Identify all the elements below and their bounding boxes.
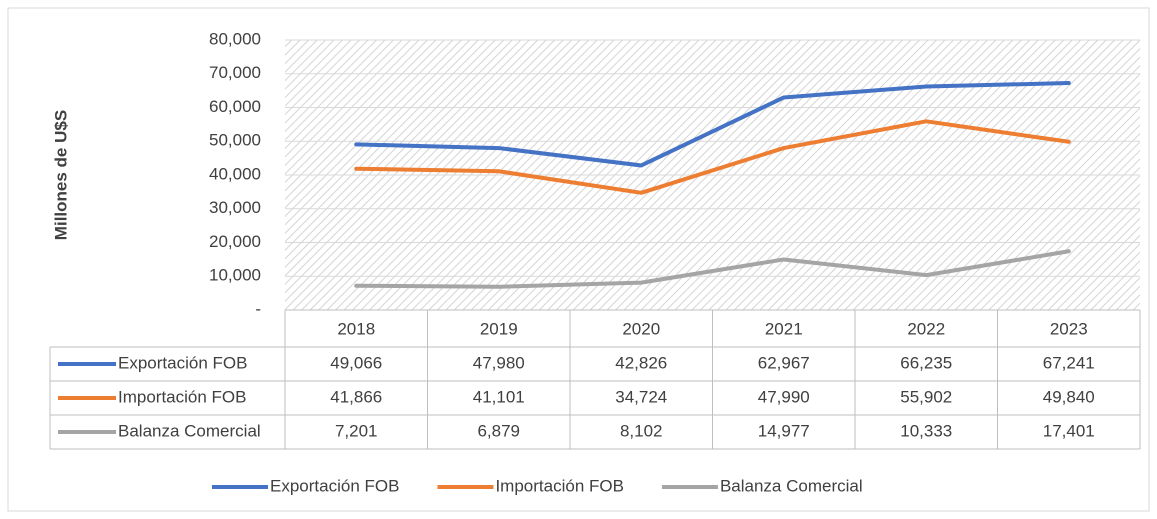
y-tick-label: - (255, 299, 261, 318)
table-cell: 42,826 (615, 353, 667, 372)
table-row-label: Exportación FOB (118, 353, 247, 372)
legend-label: Exportación FOB (270, 476, 399, 495)
x-tick-label: 2019 (480, 319, 518, 338)
table-cell: 8,102 (620, 421, 663, 440)
y-tick-label: 60,000 (209, 97, 261, 116)
table-cell: 47,990 (758, 387, 810, 406)
series-line (354, 81, 1071, 168)
series-line (354, 119, 1071, 195)
table-cell: 41,101 (473, 387, 525, 406)
table-cell: 17,401 (1043, 421, 1095, 440)
x-tick-label: 2018 (337, 319, 375, 338)
table-cell: 55,902 (900, 387, 952, 406)
table-cell: 14,977 (758, 421, 810, 440)
legend-label: Importación FOB (495, 476, 624, 495)
y-tick-label: 80,000 (209, 29, 261, 48)
table-cell: 6,879 (477, 421, 520, 440)
table-cell: 66,235 (900, 353, 952, 372)
table-cell: 47,980 (473, 353, 525, 372)
table-cell: 49,840 (1043, 387, 1095, 406)
table-cell: 49,066 (330, 353, 382, 372)
series-line (354, 249, 1071, 289)
y-tick-label: 10,000 (209, 266, 261, 285)
x-tick-label: 2022 (907, 319, 945, 338)
table-cell: 7,201 (335, 421, 378, 440)
chart-frame (7, 7, 1150, 512)
table-cell: 10,333 (900, 421, 952, 440)
x-tick-label: 2020 (622, 319, 660, 338)
y-axis-label: Millones de U$S (51, 110, 70, 240)
table-cell: 62,967 (758, 353, 810, 372)
y-tick-label: 70,000 (209, 63, 261, 82)
x-tick-label: 2023 (1050, 319, 1088, 338)
table-row-label: Importación FOB (118, 387, 247, 406)
y-tick-label: 20,000 (209, 232, 261, 251)
table-cell: 41,866 (330, 387, 382, 406)
y-tick-label: 40,000 (209, 164, 261, 183)
table-cell: 67,241 (1043, 353, 1095, 372)
legend-label: Balanza Comercial (720, 476, 863, 495)
y-tick-label: 50,000 (209, 131, 261, 150)
table-row-label: Balanza Comercial (118, 421, 261, 440)
x-tick-label: 2021 (765, 319, 803, 338)
y-tick-label: 30,000 (209, 198, 261, 217)
table-cell: 34,724 (615, 387, 667, 406)
